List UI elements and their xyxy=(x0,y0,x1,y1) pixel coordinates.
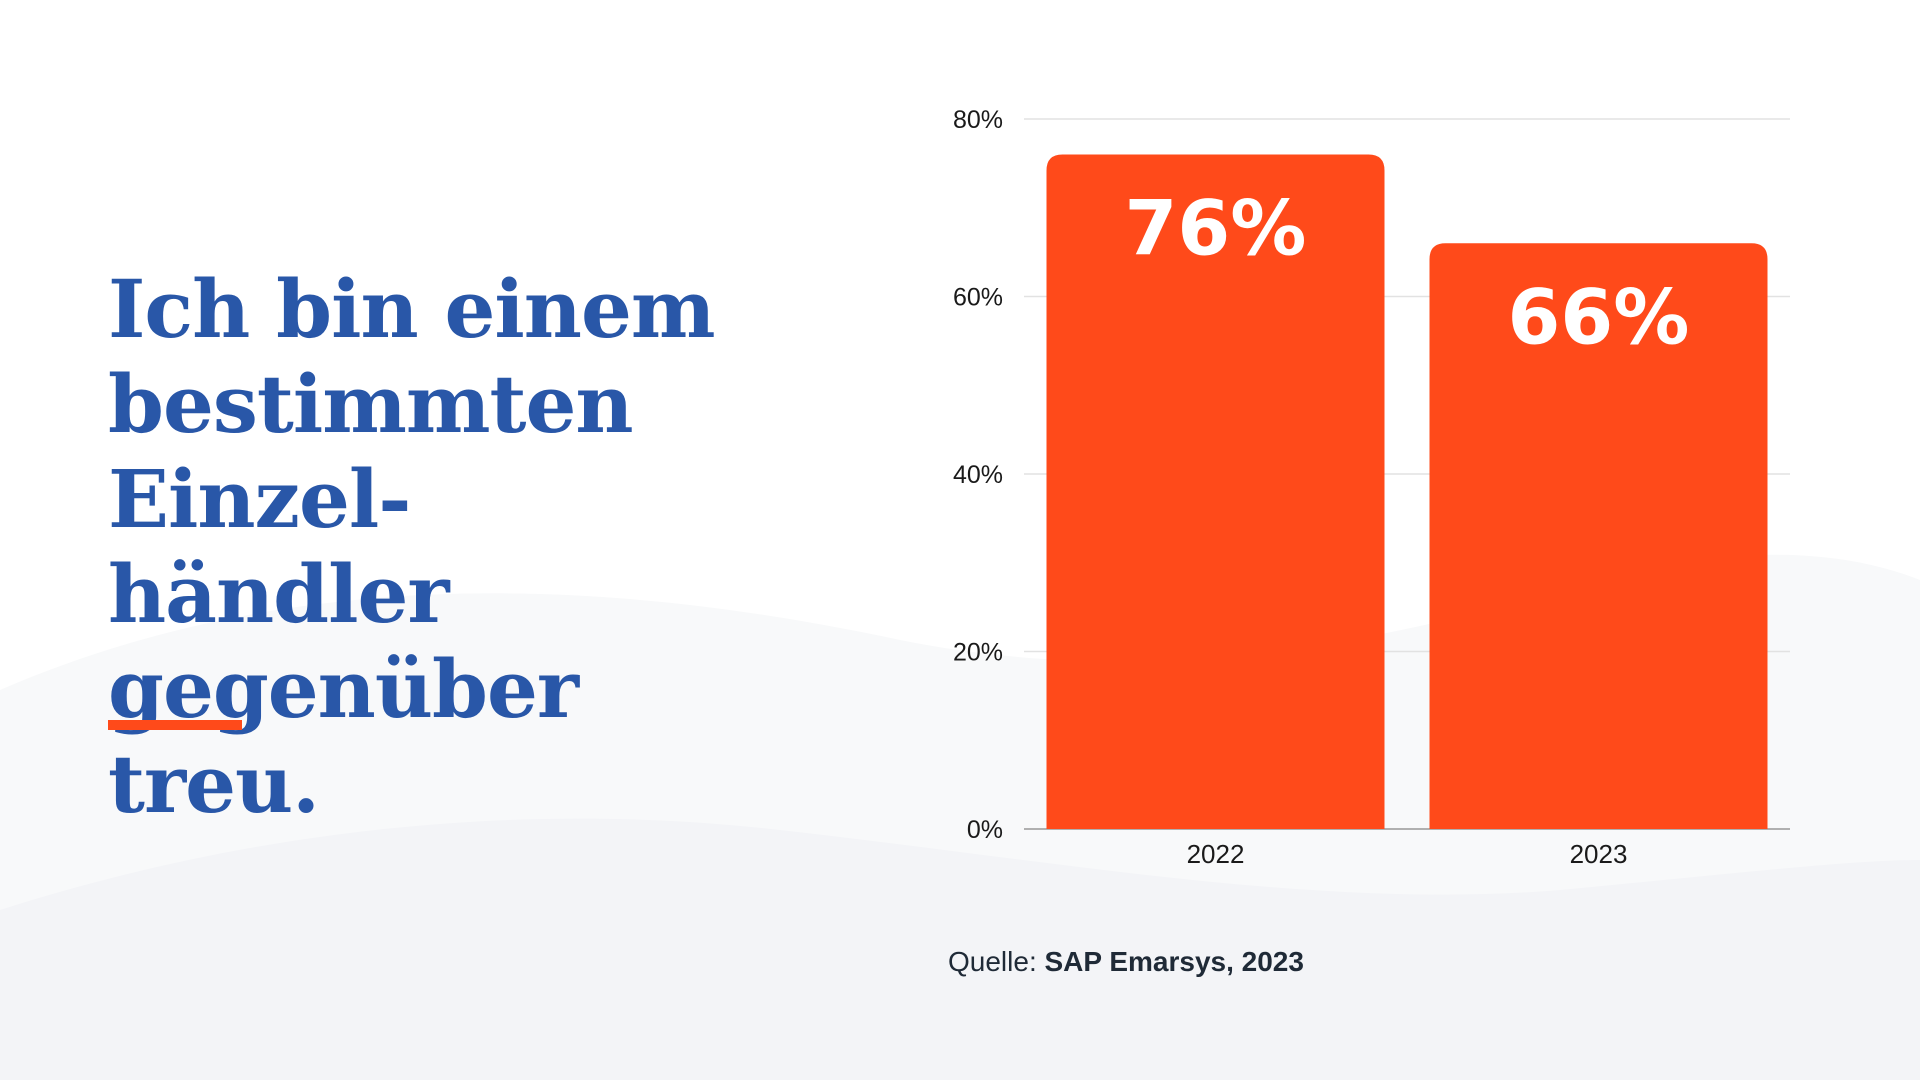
data-label-2022: 76% xyxy=(1125,184,1307,273)
x-tick-label: 2022 xyxy=(1187,839,1245,869)
y-tick-label: 20% xyxy=(953,639,1003,667)
y-tick-label: 40% xyxy=(953,461,1003,489)
y-tick-label: 80% xyxy=(953,106,1003,134)
accent-line xyxy=(108,720,242,730)
bar-2023 xyxy=(1429,243,1768,829)
source-name: SAP Emarsys, 2023 xyxy=(1044,946,1304,977)
y-tick-label: 60% xyxy=(953,284,1003,312)
x-tick-label: 2023 xyxy=(1570,839,1628,869)
bar-2022 xyxy=(1046,154,1385,829)
y-tick-label: 0% xyxy=(967,816,1003,844)
source-prefix: Quelle: xyxy=(948,946,1037,977)
source-note: Quelle: SAP Emarsys, 2023 xyxy=(948,946,1304,978)
data-label-2023: 66% xyxy=(1508,272,1690,361)
